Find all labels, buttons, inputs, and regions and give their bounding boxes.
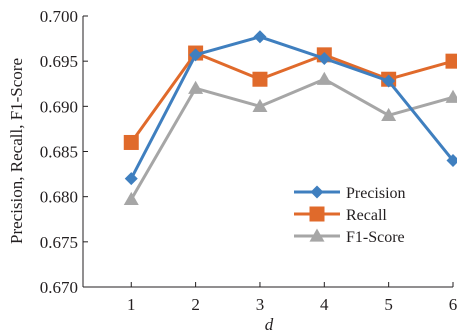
x-tick-label: 4 [320, 295, 329, 314]
data-point-recall [123, 134, 139, 150]
axes [82, 15, 454, 288]
legend-marker-precision [310, 185, 324, 199]
y-tick-label: 0.695 [40, 52, 78, 71]
data-point-recall [252, 71, 268, 87]
legend-item-precision: Precision [294, 185, 406, 202]
series-precision [124, 30, 457, 186]
x-axis-title: d [265, 315, 274, 334]
series-f1-score [123, 71, 457, 206]
y-tick-label: 0.685 [40, 143, 78, 162]
y-tick-label: 0.690 [40, 97, 78, 116]
legend: Precision Recall F1-Score [294, 185, 406, 246]
data-point-recall [445, 53, 457, 69]
data-point-precision [253, 30, 267, 44]
legend-label-precision: Precision [346, 185, 406, 202]
data-point-precision [189, 48, 203, 62]
legend-label-f1-score: F1-Score [346, 229, 405, 246]
data-point-f1-score [445, 89, 457, 103]
data-point-precision [317, 51, 331, 65]
y-tick-label: 0.700 [40, 7, 78, 26]
data-point-f1-score [188, 80, 204, 94]
y-axis-title: Precision, Recall, F1-Score [7, 58, 26, 244]
series-layer [123, 30, 457, 206]
x-tick-label: 6 [449, 295, 457, 314]
data-point-f1-score [381, 107, 397, 121]
data-point-precision [124, 172, 138, 186]
y-tick-label: 0.670 [40, 278, 78, 297]
tick-labels: 0.670 0.675 0.680 0.685 0.690 0.695 0.700 1 2 3 4 5… [40, 7, 457, 314]
data-point-f1-score [316, 71, 332, 85]
legend-marker-f1-score [309, 228, 325, 242]
series-line-f1-score [129, 77, 454, 201]
data-point-precision [446, 154, 457, 168]
x-tick-label: 2 [191, 295, 200, 314]
legend-item-f1-score: F1-Score [294, 228, 405, 246]
legend-marker-recall [309, 206, 325, 222]
legend-label-recall: Recall [346, 207, 387, 224]
y-tick-label: 0.680 [40, 188, 78, 207]
data-point-f1-score [252, 98, 268, 112]
x-tick-label: 3 [256, 295, 265, 314]
y-tick-label: 0.675 [40, 233, 78, 252]
series-line-recall [130, 51, 454, 144]
legend-item-recall: Recall [294, 206, 387, 224]
data-point-precision [382, 74, 396, 88]
series-line-precision [129, 35, 455, 180]
x-tick-label: 1 [127, 295, 136, 314]
data-point-f1-score [123, 191, 139, 206]
x-tick-label: 5 [384, 295, 393, 314]
